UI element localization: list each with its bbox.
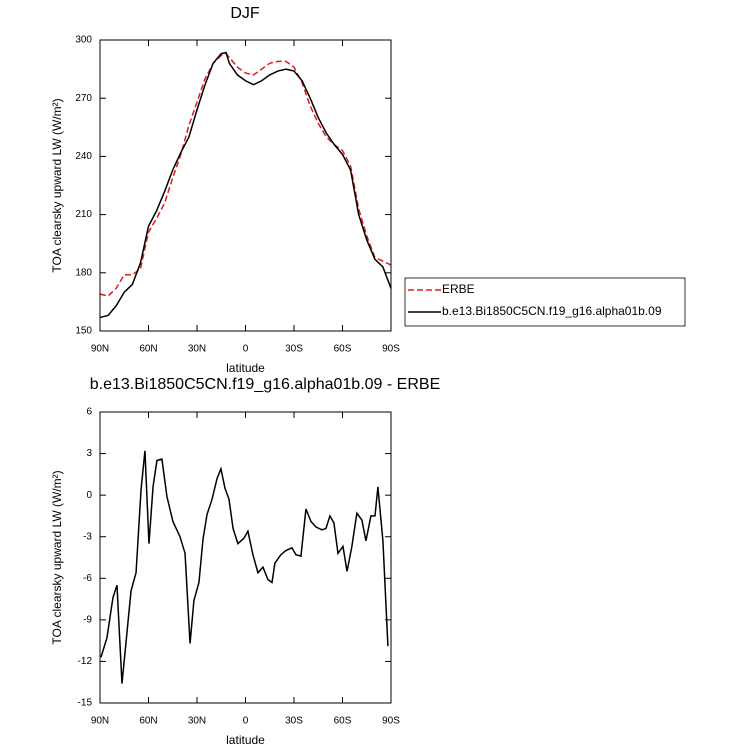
plot-frame [99, 39, 392, 332]
y-tick-label: -6 [83, 573, 92, 584]
data-line [99, 52, 392, 297]
x-tick-label: 60S [334, 716, 352, 727]
y-tick-label: 180 [75, 267, 92, 278]
x-tick-label: 90S [382, 344, 400, 355]
chart-title: b.e13.Bi1850C5CN.f19_g16.alpha01b.09 - E… [90, 376, 440, 393]
x-tick-label: 0 [243, 344, 249, 355]
y-tick-label: 0 [86, 490, 92, 501]
x-tick-label: 30N [188, 716, 206, 727]
plot-frame [99, 411, 392, 704]
legend-box [404, 277, 686, 327]
x-axis-label: latitude [226, 733, 265, 747]
y-tick-label: 300 [75, 35, 92, 46]
legend-label: ERBE [442, 282, 475, 296]
data-line [99, 51, 392, 319]
y-tick-label: -9 [83, 614, 92, 625]
y-tick-label: 150 [75, 326, 92, 337]
x-tick-label: 60N [139, 716, 157, 727]
x-axis-label: latitude [226, 361, 265, 375]
y-tick-label: 240 [75, 151, 92, 162]
x-tick-label: 60N [139, 344, 157, 355]
x-tick-label: 90N [91, 716, 109, 727]
y-axis-label: TOA clearsky upward LW (W/m²) [50, 470, 64, 644]
x-tick-label: 30N [188, 344, 206, 355]
legend-label: b.e13.Bi1850C5CN.f19_g16.alpha01b.09 [442, 304, 662, 318]
y-axis-label: TOA clearsky upward LW (W/m²) [50, 98, 64, 272]
y-tick-label: -12 [78, 656, 93, 667]
x-tick-label: 30S [285, 716, 303, 727]
y-tick-label: 270 [75, 93, 92, 104]
y-tick-label: -15 [78, 698, 93, 709]
x-tick-label: 60S [334, 344, 352, 355]
y-tick-label: 3 [86, 448, 92, 459]
x-tick-label: 0 [243, 716, 249, 727]
x-tick-label: 90S [382, 716, 400, 727]
y-tick-label: 210 [75, 209, 92, 220]
y-tick-label: -3 [83, 531, 92, 542]
x-tick-label: 30S [285, 344, 303, 355]
chart-title: DJF [230, 5, 260, 22]
x-tick-label: 90N [91, 344, 109, 355]
y-tick-label: 6 [86, 407, 92, 418]
data-line [100, 450, 389, 684]
